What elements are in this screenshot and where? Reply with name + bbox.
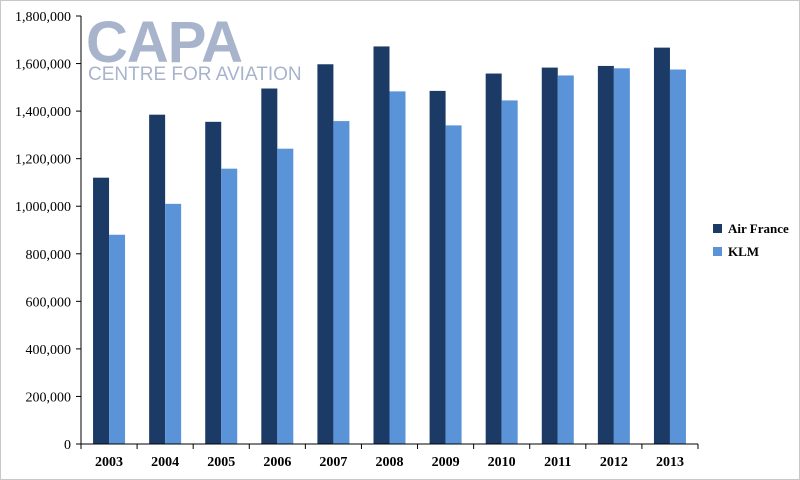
x-tick-label: 2006 (263, 455, 291, 470)
y-tick-label: 200,000 (26, 390, 72, 405)
x-tick-label: 2009 (432, 455, 460, 470)
legend-label-klm: KLM (728, 244, 759, 259)
x-tick-label: 2007 (319, 455, 347, 470)
bar-air-france-2006 (261, 88, 278, 445)
legend: Air France KLM (713, 221, 789, 259)
bar-klm-2012 (613, 68, 630, 445)
x-tick-label: 2010 (488, 455, 516, 470)
bar-air-france-2007 (317, 64, 334, 444)
legend-swatch-air-france (713, 224, 722, 233)
bar-klm-2008 (389, 91, 406, 445)
bar-klm-2006 (277, 148, 294, 444)
y-tick-label: 1,200,000 (15, 153, 71, 168)
legend-swatch-klm (713, 247, 722, 256)
x-tick-label: 2005 (207, 455, 235, 470)
bar-air-france-2010 (485, 73, 502, 444)
y-tick-label: 800,000 (26, 248, 72, 263)
bar-klm-2007 (333, 121, 350, 444)
y-axis-ticks: 0 200,000 400,000 600,000 800,000 1,000,000 1,… (15, 10, 81, 453)
bar-air-france-2013 (653, 47, 670, 444)
y-tick-label: 1,800,000 (15, 10, 71, 25)
bar-klm-2003 (109, 234, 126, 444)
x-tick-label: 2011 (544, 455, 571, 470)
bar-air-france-2012 (597, 65, 614, 444)
bar-klm-2004 (165, 203, 182, 444)
y-tick-label: 1,000,000 (15, 200, 71, 215)
y-tick-label: 1,600,000 (15, 58, 71, 73)
y-tick-label: 600,000 (26, 295, 72, 310)
bars-group (93, 46, 686, 445)
y-tick-label: 400,000 (26, 343, 72, 358)
bar-klm-2011 (557, 75, 574, 444)
bar-air-france-2003 (93, 177, 110, 444)
logo-name: CAPA (86, 10, 242, 75)
x-tick-label: 2012 (600, 455, 628, 470)
bar-air-france-2004 (149, 114, 166, 444)
legend-label-air-france: Air France (728, 221, 789, 236)
y-tick-label: 0 (64, 438, 71, 453)
x-tick-label: 2004 (151, 455, 179, 470)
x-tick-label: 2008 (376, 455, 404, 470)
watermark-logo: CAPA CENTRE FOR AVIATION (86, 10, 302, 85)
bar-klm-2013 (669, 69, 686, 444)
x-tick-label: 2013 (656, 455, 684, 470)
bar-klm-2010 (501, 100, 518, 445)
x-axis-ticks: 2003 2004 2005 2006 2007 2008 2009 2010 2011 2012… (80, 444, 699, 470)
x-tick-label: 2003 (95, 455, 123, 470)
y-tick-label: 1,400,000 (15, 105, 71, 120)
bar-air-france-2009 (429, 90, 446, 445)
bar-air-france-2005 (205, 121, 222, 445)
bar-klm-2009 (445, 125, 462, 444)
bar-klm-2005 (221, 168, 238, 445)
logo-tagline: CENTRE FOR AVIATION (88, 64, 302, 85)
bar-air-france-2008 (373, 46, 390, 445)
bar-air-france-2011 (541, 67, 558, 444)
